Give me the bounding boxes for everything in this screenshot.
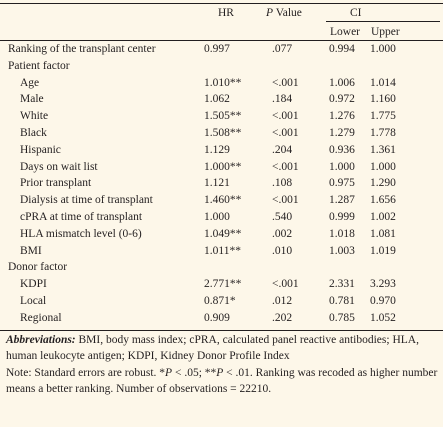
- cell: 0.997: [204, 43, 230, 55]
- header-upper: Upper: [371, 26, 400, 38]
- cell: 1.775: [370, 110, 396, 123]
- cell: .077: [272, 43, 293, 55]
- cell: 1.508**: [204, 127, 242, 139]
- cell: 1.279: [329, 127, 355, 139]
- cell: 1.129: [204, 143, 230, 156]
- cell: 1.000: [204, 211, 230, 223]
- cell: 1.002: [370, 211, 396, 223]
- cell: 1.290: [370, 177, 396, 190]
- cell: 0.994: [329, 43, 355, 55]
- cell: .012: [272, 295, 293, 307]
- cell: 1.656: [370, 194, 396, 207]
- cell: 1.276: [329, 110, 355, 123]
- section-title: Patient factor: [8, 59, 70, 72]
- cell: 1.006: [329, 76, 355, 89]
- cell: <.001: [272, 278, 299, 291]
- abbreviations: Abbreviations: BMI, body mass index; cPR…: [6, 332, 438, 365]
- cell: 0.999: [329, 211, 355, 223]
- footnote-text: Abbreviations:: [6, 333, 76, 346]
- row-label: Hispanic: [20, 143, 61, 156]
- section-title: Donor factor: [8, 261, 68, 274]
- row-label: KDPI: [20, 278, 47, 291]
- cell: 0.785: [329, 311, 355, 324]
- cell: 1.460**: [204, 194, 242, 207]
- cell: .010: [272, 244, 293, 257]
- cell: 1.778: [370, 127, 396, 139]
- cell: 0.975: [329, 177, 355, 190]
- cell: 1.000: [370, 160, 396, 173]
- cell: 1.000: [329, 160, 355, 173]
- cell: 1.014: [370, 76, 396, 89]
- row-label: Local: [20, 295, 47, 307]
- header-value: Value: [273, 7, 302, 19]
- cell: 2.771**: [204, 278, 242, 291]
- cell: 1.018: [329, 227, 355, 240]
- row-label: Regional: [20, 311, 62, 324]
- rule: [0, 329, 443, 331]
- cell: 3.293: [370, 278, 396, 291]
- footnote-text: Note: Standard errors are robust. *: [6, 366, 166, 379]
- cell: 1.003: [329, 244, 355, 257]
- cell: 0.970: [370, 295, 396, 307]
- cell: 0.972: [329, 93, 355, 106]
- row-label: Days on wait list: [20, 160, 98, 173]
- cell: 1.121: [204, 177, 230, 190]
- row-label: Prior transplant: [20, 177, 92, 190]
- header-p-value: P Value: [266, 6, 302, 20]
- row-label: Age: [20, 76, 40, 89]
- cell: 1.019: [370, 244, 396, 257]
- cell: 1.011**: [204, 244, 241, 257]
- rule: [0, 3, 443, 4]
- header-hr: HR: [218, 7, 234, 19]
- header-lower: Lower: [330, 26, 361, 38]
- cell: 1.000**: [204, 160, 242, 173]
- row-label: HLA mismatch level (0-6): [20, 227, 142, 240]
- cell: 1.062: [204, 93, 230, 106]
- cell: 1.160: [370, 93, 396, 106]
- cell: 1.081: [370, 227, 396, 240]
- row-label: cPRA at time of transplant: [20, 211, 143, 223]
- cell: 1.000: [370, 43, 396, 55]
- row-label: Ranking of the transplant center: [8, 43, 156, 55]
- cell: 1.049**: [204, 227, 242, 240]
- cell: 1.505**: [204, 110, 242, 123]
- rule: [326, 21, 440, 22]
- footnote-text: BMI, body mass index; cPRA, calculated p…: [6, 333, 419, 363]
- cell: <.001: [272, 194, 299, 207]
- cell: 1.052: [370, 311, 396, 324]
- cell: <.001: [272, 160, 299, 173]
- cell: 1.010**: [204, 76, 242, 89]
- rule: [0, 40, 443, 41]
- cell: 0.909: [204, 311, 230, 324]
- cell: <.001: [272, 110, 299, 123]
- cell: 1.361: [370, 143, 396, 156]
- cell: .002: [272, 227, 293, 240]
- footnote-text: P: [165, 366, 173, 379]
- cell: 1.287: [329, 194, 355, 207]
- row-label: BMI: [20, 244, 42, 257]
- cell: <.001: [272, 127, 299, 139]
- note: Note: Standard errors are robust. *P < .…: [6, 365, 438, 398]
- row-label: White: [20, 110, 49, 123]
- cell: .184: [272, 93, 293, 106]
- cell: 0.871*: [204, 295, 236, 307]
- row-label: Black: [20, 127, 47, 139]
- row-label: Dialysis at time of transplant: [20, 194, 153, 207]
- cell: <.001: [272, 76, 299, 89]
- header-p: P: [266, 7, 274, 19]
- cell: .202: [272, 311, 293, 324]
- header-ci: CI: [350, 7, 362, 19]
- cell: .108: [272, 177, 293, 190]
- cell: 0.936: [329, 143, 355, 156]
- cell: .204: [272, 143, 293, 156]
- row-label: Male: [20, 93, 44, 106]
- cell: 2.331: [329, 278, 355, 291]
- footnote-text: < .05; **: [172, 366, 217, 379]
- cell: .540: [272, 211, 293, 223]
- footnote-text: P: [216, 366, 224, 379]
- cell: 0.781: [329, 295, 355, 307]
- footnote-text: < .01. Ranking was recoded as higher num…: [6, 366, 438, 396]
